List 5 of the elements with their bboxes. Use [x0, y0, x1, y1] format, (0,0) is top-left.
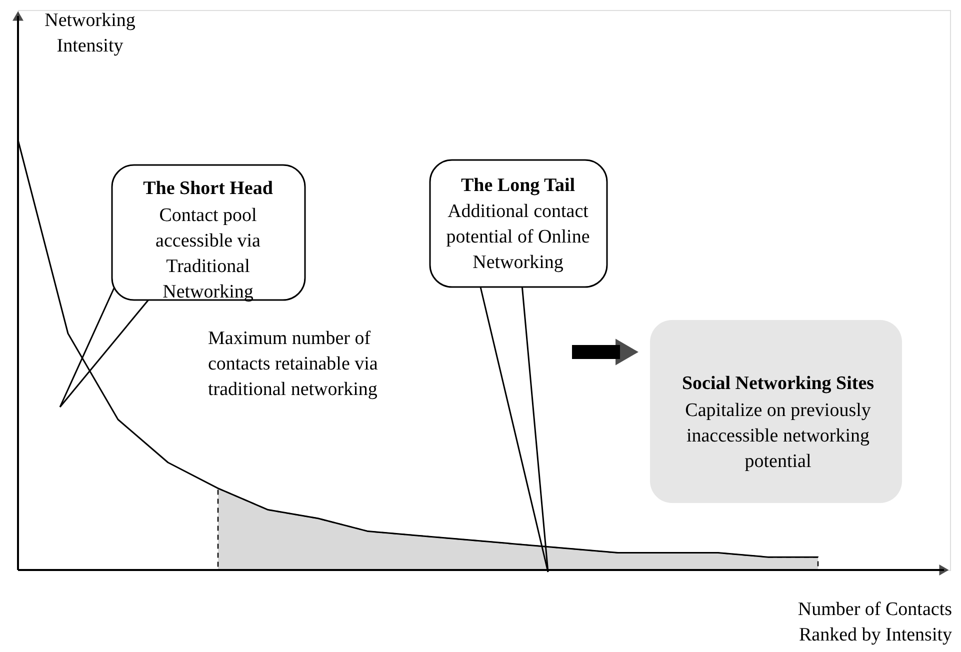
annotation: Maximum number of contacts retainable via traditional networking — [208, 328, 378, 400]
annotation: Social Networking Sites — [682, 373, 874, 394]
annotation: Capitalize on previously inaccessible networking potential — [685, 400, 872, 472]
y-axis-title: Networking Intensity — [44, 10, 136, 56]
x-axis-title: Number of Contacts Ranked by Intensity — [798, 599, 952, 646]
